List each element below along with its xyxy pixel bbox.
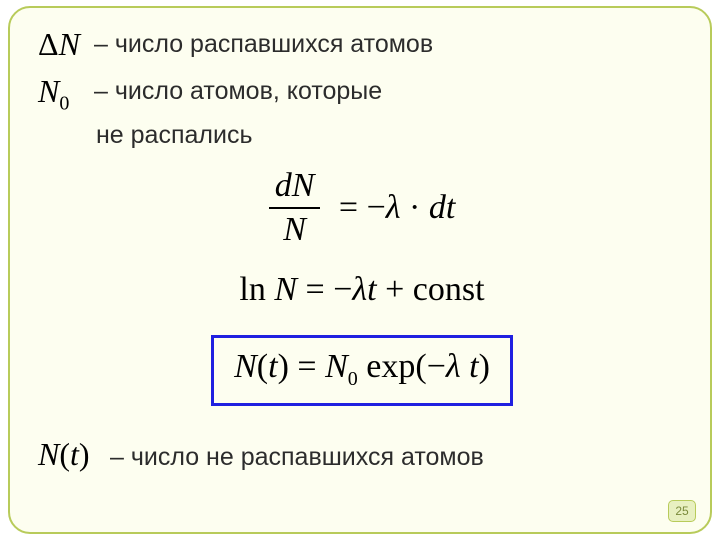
fraction-dn-over-n: dN N — [269, 167, 321, 249]
desc-nt: – число не распавшихся атомов — [110, 439, 484, 475]
definition-nt: N(t) – число не распавшихся атомов — [38, 436, 686, 475]
equation-log: ln N = −λt + const — [38, 271, 686, 309]
symbol-nt: N(t) — [38, 436, 110, 473]
equation-differential: dN N = −λ · dt — [38, 167, 686, 249]
symbol-delta-n: ΔN — [38, 26, 94, 63]
slide-panel: ΔN – число распавшихся атомов N0 – число… — [8, 6, 712, 534]
equation-solution-wrap: N(t) = N0 exp(−λ t) — [38, 335, 686, 406]
desc-n0-line2: не распались — [38, 119, 686, 153]
desc-n0-line1: – число атомов, которые — [94, 73, 382, 109]
equation-solution-box: N(t) = N0 exp(−λ t) — [211, 335, 513, 406]
definition-n0: N0 – число атомов, которые — [38, 73, 686, 115]
definition-delta-n: ΔN – число распавшихся атомов — [38, 26, 686, 63]
symbol-n0: N0 — [38, 73, 94, 115]
desc-delta-n: – число распавшихся атомов — [94, 26, 433, 62]
page-number-badge: 25 — [668, 500, 696, 522]
